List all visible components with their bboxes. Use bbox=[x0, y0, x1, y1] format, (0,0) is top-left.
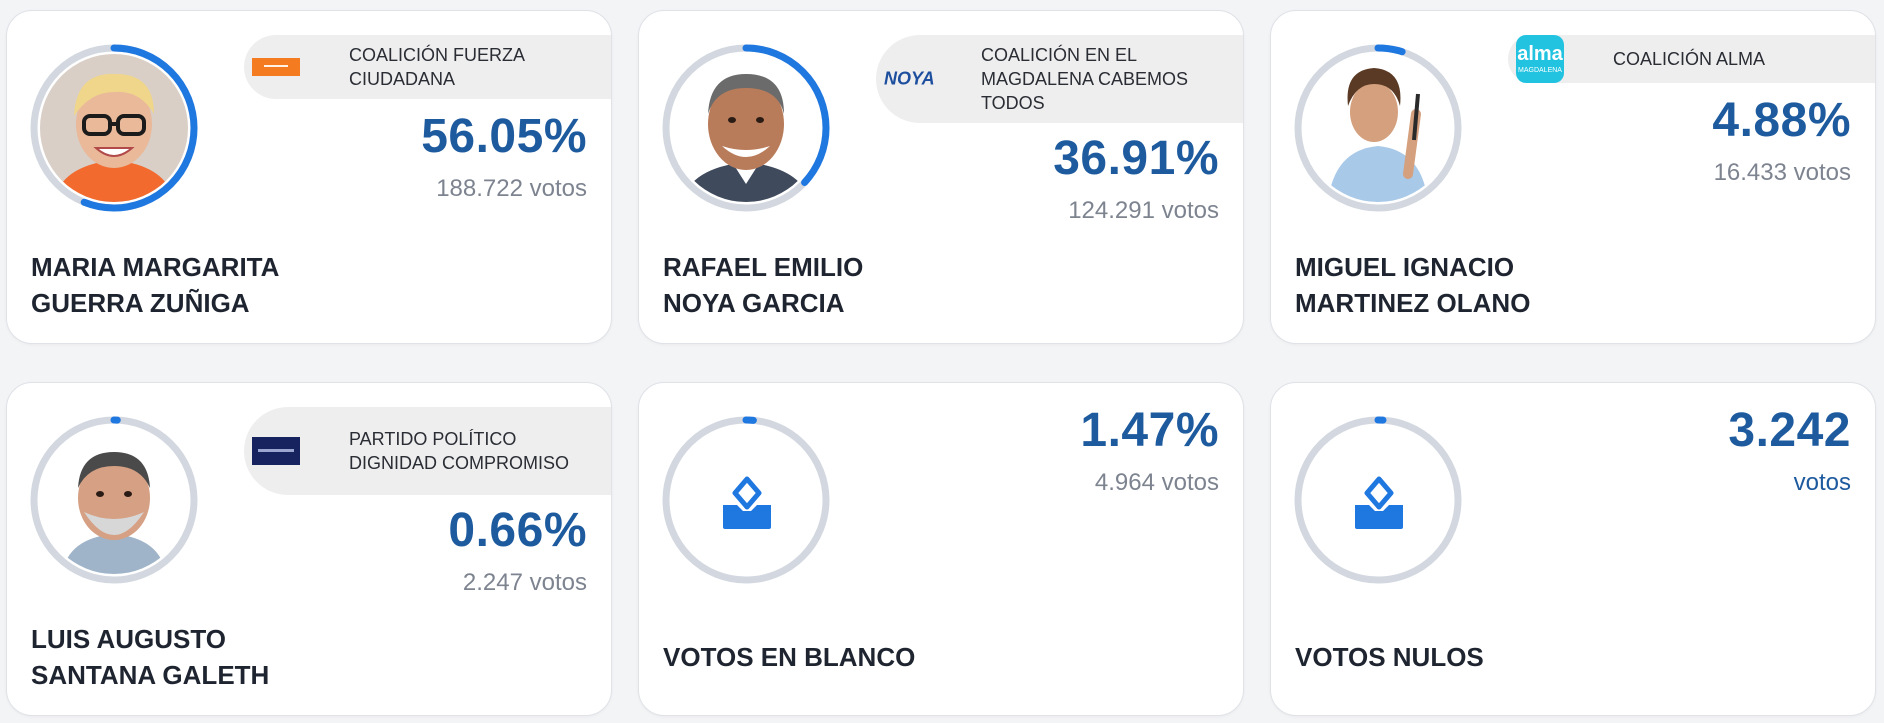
dignidad-compromiso-logo bbox=[252, 437, 300, 465]
candidate-name-line2: SANTANA GALETH bbox=[31, 660, 270, 690]
vote-share-ring bbox=[29, 415, 199, 585]
vote-count: 2.247 votos bbox=[462, 569, 587, 596]
results-grid: COALICIÓN FUERZA CIUDADANA 56.05% 188.72… bbox=[6, 10, 1876, 716]
vote-percentage: 0.66% bbox=[448, 504, 587, 557]
candidate-name-line1: MARIA MARGARITA bbox=[31, 252, 280, 282]
ballot-box-icon bbox=[1351, 471, 1407, 531]
vote-percentage: 1.47% bbox=[1080, 404, 1219, 457]
vote-share-ring bbox=[661, 415, 831, 585]
candidate-name-line1: RAFAEL EMILIO bbox=[663, 252, 864, 282]
vote-percentage: 4.88% bbox=[1712, 94, 1851, 147]
ballot-box-icon bbox=[719, 471, 775, 531]
candidate-card-martinez[interactable]: alma MAGDALENA COALICIÓN ALMA 4.88% 16.4… bbox=[1270, 10, 1876, 344]
party-name: COALICIÓN FUERZA CIUDADANA bbox=[349, 45, 525, 89]
candidate-name-line1: MIGUEL IGNACIO bbox=[1295, 252, 1515, 282]
null-votes-card[interactable]: 3.242 votos VOTOS NULOS bbox=[1270, 382, 1876, 716]
vote-share-ring bbox=[1293, 415, 1463, 585]
party-pill: PARTIDO POLÍTICO DIGNIDAD COMPROMISO bbox=[244, 407, 611, 495]
party-logo: alma MAGDALENA bbox=[1516, 35, 1564, 83]
null-vote-count: 3.242 bbox=[1728, 404, 1851, 457]
vote-count: 4.964 votos bbox=[1094, 469, 1219, 496]
blank-votes-card[interactable]: 1.47% 4.964 votos VOTOS EN BLANCO bbox=[638, 382, 1244, 716]
vote-percentage: 36.91% bbox=[1053, 132, 1219, 185]
blank-votes-label: VOTOS EN BLANCO bbox=[663, 642, 916, 672]
vote-share-ring bbox=[29, 43, 199, 213]
candidate-card-guerra[interactable]: COALICIÓN FUERZA CIUDADANA 56.05% 188.72… bbox=[6, 10, 612, 344]
party-pill: alma MAGDALENA COALICIÓN ALMA bbox=[1508, 35, 1875, 83]
party-name: COALICIÓN ALMA bbox=[1613, 49, 1766, 69]
candidate-photo bbox=[40, 426, 188, 574]
vote-count: 188.722 votos bbox=[436, 175, 587, 202]
candidate-name-line2: GUERRA ZUÑIGA bbox=[31, 288, 250, 318]
votes-word: votos bbox=[1793, 469, 1851, 496]
candidate-name-line2: NOYA GARCIA bbox=[663, 288, 845, 318]
party-pill: NOYA COALICIÓN EN EL MAGDALENA CABEMOS T… bbox=[876, 35, 1243, 123]
candidate-name: LUIS AUGUSTO SANTANA GALETH bbox=[31, 621, 269, 693]
vote-share-ring bbox=[1293, 43, 1463, 213]
candidate-photo bbox=[1304, 54, 1452, 202]
vote-count: 16.433 votos bbox=[1713, 159, 1851, 186]
candidate-name-line1: LUIS AUGUSTO bbox=[31, 624, 227, 654]
alma-logo: alma MAGDALENA bbox=[1516, 35, 1564, 83]
candidate-name: RAFAEL EMILIO NOYA GARCIA bbox=[663, 249, 863, 321]
party-name: PARTIDO POLÍTICO DIGNIDAD COMPROMISO bbox=[349, 429, 570, 473]
fuerza-ciudadana-logo bbox=[252, 58, 300, 76]
candidate-photo bbox=[40, 54, 188, 202]
party-logo bbox=[252, 437, 300, 465]
vote-share-ring bbox=[661, 43, 831, 213]
noya-logo: NOYA bbox=[884, 68, 935, 89]
candidate-card-noya[interactable]: NOYA COALICIÓN EN EL MAGDALENA CABEMOS T… bbox=[638, 10, 1244, 344]
vote-percentage: 56.05% bbox=[421, 110, 587, 163]
candidate-photo bbox=[672, 54, 820, 202]
candidate-name: MARIA MARGARITA GUERRA ZUÑIGA bbox=[31, 249, 279, 321]
candidate-name: MIGUEL IGNACIO MARTINEZ OLANO bbox=[1295, 249, 1530, 321]
candidate-card-santana[interactable]: PARTIDO POLÍTICO DIGNIDAD COMPROMISO 0.6… bbox=[6, 382, 612, 716]
party-pill: COALICIÓN FUERZA CIUDADANA bbox=[244, 35, 611, 99]
vote-count: 124.291 votos bbox=[1068, 197, 1219, 224]
party-name: COALICIÓN EN EL MAGDALENA CABEMOS TODOS bbox=[981, 45, 1189, 113]
null-votes-label: VOTOS NULOS bbox=[1295, 642, 1484, 672]
party-logo: NOYA bbox=[884, 69, 935, 90]
candidate-name-line2: MARTINEZ OLANO bbox=[1295, 288, 1531, 318]
party-logo bbox=[252, 58, 300, 76]
